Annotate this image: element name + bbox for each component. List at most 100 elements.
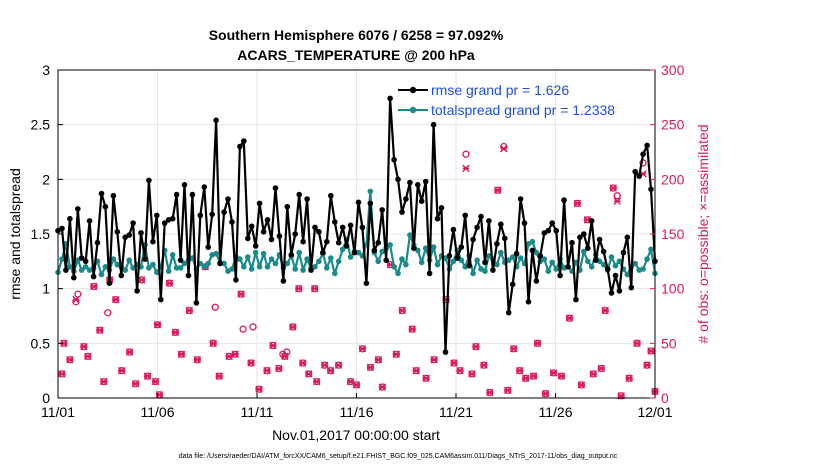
rmse-point [600,248,607,255]
rmse-point [134,288,140,294]
rmse-point [470,236,476,243]
rmse-point [272,185,279,191]
rmse-point [545,227,552,234]
obs-assimilated-point [231,350,239,358]
rmse-point [185,272,192,279]
spread-point [292,266,299,272]
rmse-point [446,253,453,259]
spread-point [67,264,73,270]
obs-assimilated-point [117,366,126,375]
obs-assimilated-point [480,361,488,369]
legend-rmse-marker [409,86,417,94]
obs-assimilated-point [408,325,416,333]
spread-point [450,258,457,265]
rmse-point [209,211,215,218]
y-right-tick-label: 100 [661,281,685,297]
obs-assimilated-point [533,339,542,348]
rmse-point [458,244,465,250]
obs-assimilated-point [111,295,120,304]
obs-assimilated-point [392,350,401,358]
spread-point [600,261,607,268]
rmse-point [549,220,555,226]
spread-point [316,258,322,265]
rmse-series [55,95,658,355]
rmse-point [233,277,239,283]
y-axis-right-label: # of obs: o=possible; ×=assimilated [695,124,711,343]
rmse-point [280,278,287,284]
obs-possible-point [249,323,257,331]
rmse-point [245,235,251,242]
obs-count-markers [58,142,659,400]
rmse-point [248,223,255,230]
rmse-point [573,296,579,303]
spread-point [245,254,251,260]
spread-point [375,258,382,265]
obs-assimilated-point [237,290,245,298]
obs-assimilated-point [521,374,530,383]
rmse-point [513,250,520,257]
obs-assimilated-point [299,359,307,367]
obs-assimilated-point [305,370,313,378]
rmse-point [110,192,117,199]
spread-point [517,255,524,261]
rmse-point [521,220,528,226]
spread-point [130,265,136,271]
spread-point [399,256,405,262]
spread-point [545,268,552,275]
rmse-point [592,257,599,264]
obs-assimilated-point [153,321,162,329]
rmse-point [225,196,231,202]
obs-assimilated-point [412,366,420,375]
y-left-tick-label: 1 [42,281,50,297]
obs-assimilated-point [320,361,329,369]
spread-point [82,264,89,270]
obs-assimilated-point [247,359,255,367]
x-axis-ticks: 11/01 11/06 11/11 11/16 11/21 11/26 12/01 [41,393,673,420]
spread-point [335,258,342,265]
rmse-point [379,207,386,213]
x-tick-label: 11/16 [340,404,374,420]
rmse-point [577,234,583,241]
rmse-point [268,236,275,243]
spread-point [59,256,65,262]
spread-point [328,255,334,261]
footer-data-file: data file: /Users/raeder/DAI/ATM_forcXX/… [179,453,618,460]
obs-assimilated-point [529,372,538,380]
rmse-point [288,252,295,258]
obs-assimilated-point [275,364,283,373]
obs-assimilated-point [456,366,464,375]
obs-assimilated-point [378,383,387,391]
rmse-point [533,278,540,284]
spread-point [612,262,619,269]
obs-assimilated-point [549,369,558,377]
obs-assimilated-point [326,366,335,375]
spread-point [229,266,235,272]
spread-point [644,256,650,262]
rmse-point [300,238,306,245]
rmse-point [525,299,532,305]
y-left-tick-label: 2 [42,171,50,187]
spread-point [379,248,386,255]
rmse-point [260,229,267,235]
rmse-point [561,197,567,203]
spread-point [418,259,425,266]
spread-point [553,266,559,272]
spread-point [541,256,548,262]
spread-point [256,264,263,270]
rmse-point [415,182,421,188]
spread-point [296,249,303,256]
obs-assimilated-point [422,374,430,383]
obs-assimilated-point [131,380,140,388]
rmse-point [102,203,109,210]
rmse-point [537,253,544,259]
rmse-point [67,215,73,222]
obs-assimilated-point [96,326,104,334]
rmse-point [292,231,299,237]
rmse-point [169,215,176,222]
y-axis-right-ticks: 0 50 100 150 200 250 300 [650,62,685,406]
obs-assimilated-point [209,339,217,348]
rmse-point [632,168,638,175]
spread-point [237,256,243,262]
spread-point [241,264,247,270]
rmse-point [221,209,227,215]
